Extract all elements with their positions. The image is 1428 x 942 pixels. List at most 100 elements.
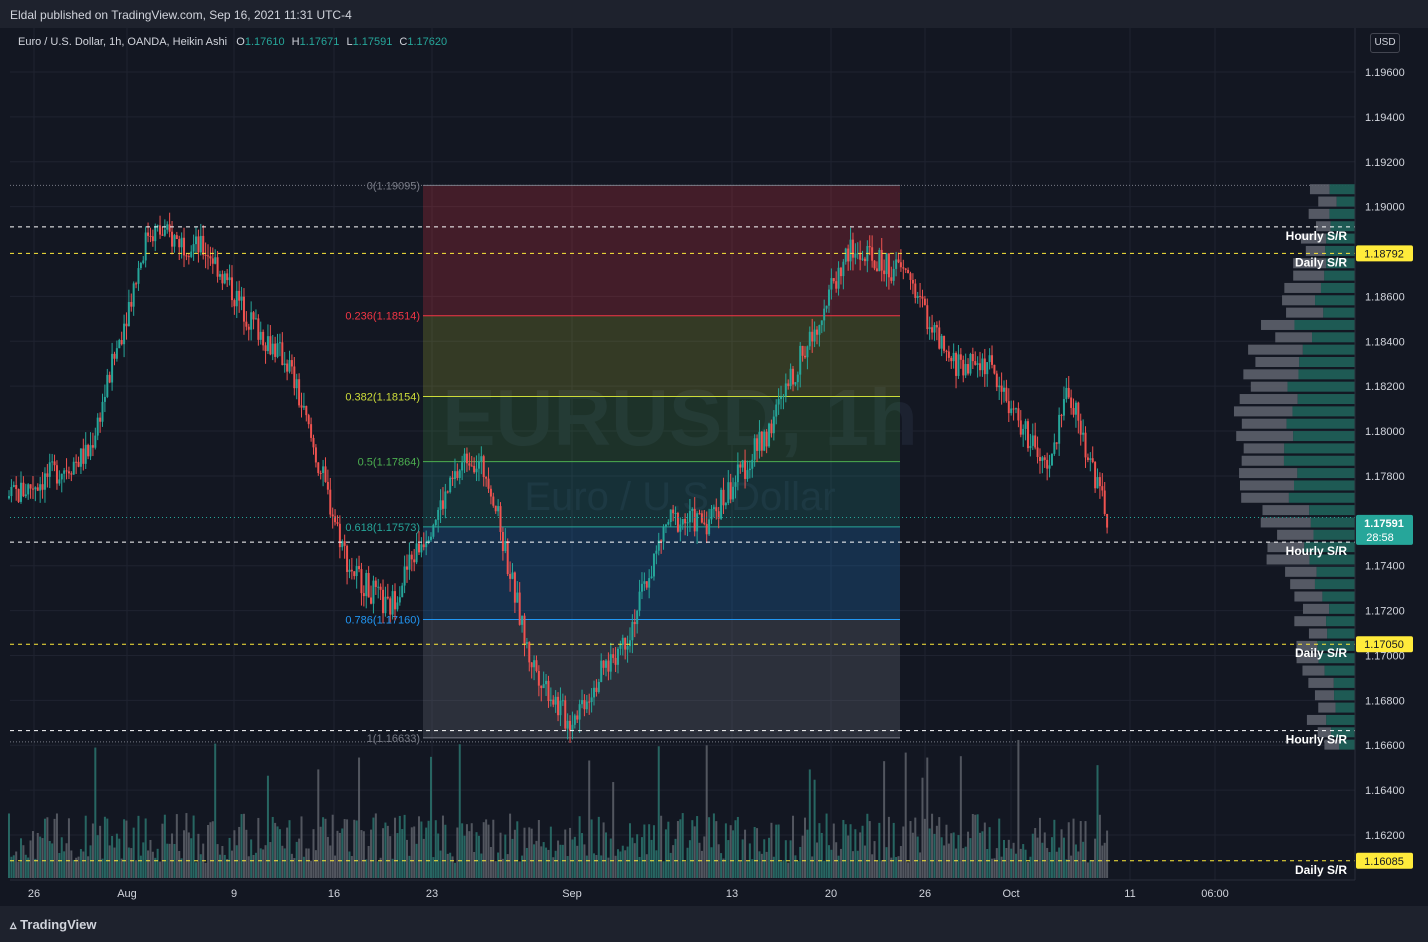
candle-body — [377, 586, 380, 588]
candle-body — [818, 325, 821, 335]
candle-body — [955, 352, 958, 376]
volume-bar — [341, 828, 344, 878]
volume-bar — [866, 813, 869, 878]
watermark-line1: EURUSD, 1h — [442, 373, 918, 462]
candle-body — [391, 591, 394, 615]
volume-bar — [180, 858, 183, 878]
candle-body — [614, 657, 617, 665]
candle-body — [379, 586, 382, 590]
candle-body — [684, 519, 687, 524]
volume-bar — [374, 813, 377, 878]
candle-body — [513, 572, 516, 603]
candle-body — [139, 262, 142, 269]
volume-bar — [883, 761, 886, 878]
symbol-legend: Euro / U.S. Dollar, 1h, OANDA, Heikin As… — [18, 36, 451, 48]
candle-body — [101, 401, 104, 422]
candle-body — [830, 278, 833, 290]
candle-body — [535, 660, 538, 671]
volume-bar — [41, 838, 44, 878]
volume-bar — [760, 853, 763, 878]
volume-bar — [314, 850, 317, 878]
candle-body — [115, 348, 118, 359]
volume-profile-bar-buy — [1320, 282, 1355, 293]
volume-bar — [401, 829, 404, 878]
candle-body — [1019, 420, 1022, 435]
candle-body — [588, 701, 591, 703]
candle-body — [945, 350, 948, 352]
volume-profile-bar-buy — [1326, 258, 1355, 269]
volume-bar — [537, 820, 540, 878]
candle-body — [266, 336, 269, 352]
candle-body — [686, 522, 689, 524]
candle-body — [717, 511, 720, 519]
volume-bar — [501, 858, 504, 878]
volume-bar — [681, 813, 684, 878]
volume-bar — [230, 850, 233, 878]
volume-bar — [703, 836, 706, 878]
candle-body — [31, 488, 34, 490]
candle-body — [314, 447, 317, 463]
candle-body — [1094, 462, 1097, 489]
volume-bar — [614, 855, 617, 878]
volume-bar — [691, 820, 694, 878]
volume-bar — [10, 856, 13, 878]
volume-bar — [439, 850, 442, 878]
candle-body — [365, 572, 368, 597]
volume-bar — [91, 823, 94, 878]
volume-bar — [796, 860, 799, 878]
volume-bar — [688, 840, 691, 878]
publisher-text: Eldal published on TradingView.com, Sep … — [10, 8, 352, 22]
candle-body — [473, 465, 476, 473]
volume-profile-bar-buy — [1334, 690, 1355, 701]
volume-profile-bar-sell — [1290, 579, 1315, 590]
volume-bar — [485, 819, 488, 878]
volume-bar — [729, 825, 732, 878]
volume-profile-bar-sell — [1324, 739, 1340, 750]
candle-body — [1103, 490, 1106, 514]
volume-bar — [353, 819, 356, 878]
candle-body — [87, 444, 90, 457]
candle-body — [123, 323, 126, 345]
volume-bar — [211, 821, 214, 878]
candle-body — [254, 318, 257, 320]
candle-body — [765, 431, 768, 447]
candle-body — [446, 491, 449, 493]
candle-body — [91, 445, 94, 448]
volume-bar — [461, 823, 464, 878]
volume-profile-bar-sell — [1308, 628, 1328, 639]
candle-body — [367, 572, 370, 598]
price-axis-tick: 1.19600 — [1365, 67, 1405, 79]
volume-bar — [396, 833, 399, 878]
candle-body — [952, 352, 955, 362]
volume-bar — [326, 836, 329, 878]
candle-body — [482, 456, 485, 478]
open-label: O — [236, 36, 245, 48]
candle-body — [875, 268, 878, 272]
volume-profile-bar-buy — [1294, 480, 1355, 491]
volume-bar — [99, 825, 102, 878]
volume-bar — [384, 822, 387, 878]
volume-bar — [1072, 818, 1075, 878]
candle-body — [650, 576, 653, 579]
time-axis-tick: 26 — [28, 888, 40, 900]
candle-body — [1074, 402, 1077, 415]
tradingview-logo[interactable]: ▵ TradingView — [10, 917, 97, 933]
volume-profile-bar-buy — [1284, 443, 1355, 454]
time-axis-tick: 20 — [825, 888, 837, 900]
candle-body — [1024, 421, 1027, 429]
volume-bar — [902, 826, 905, 878]
candle-body — [1050, 453, 1053, 466]
tv-logo-text: TradingView — [20, 917, 97, 932]
volume-profile-bar-sell — [1285, 566, 1317, 577]
candle-body — [1086, 457, 1089, 460]
candle-body — [331, 514, 334, 517]
volume-profile-bar-buy — [1317, 640, 1355, 651]
volume-bar — [238, 826, 241, 878]
currency-button[interactable]: USD — [1370, 33, 1400, 53]
candle-body — [499, 506, 502, 532]
candle-body — [537, 670, 540, 686]
volume-bar — [518, 861, 521, 878]
volume-bar — [988, 827, 991, 878]
volume-bar — [835, 842, 838, 878]
